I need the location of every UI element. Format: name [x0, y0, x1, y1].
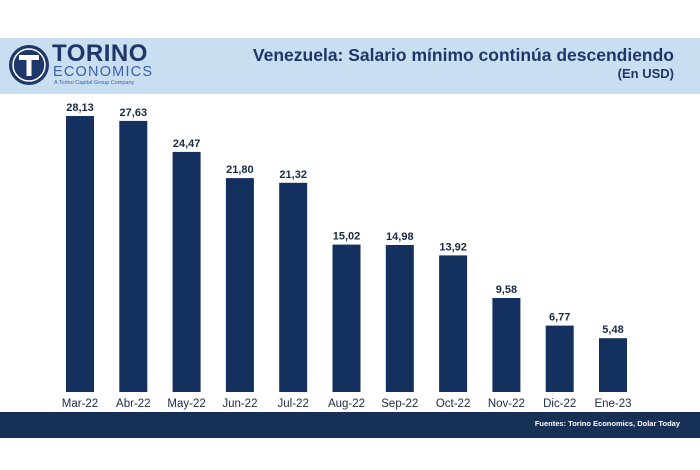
bar-oct-22 [439, 255, 468, 392]
bar-sep-22 [385, 245, 414, 392]
data-label-sep-22: 14,98 [386, 231, 414, 243]
bar-ene-23 [599, 338, 627, 392]
data-label-abr-22: 27,63 [120, 107, 148, 119]
x-tick-jul-22: Jul-22 [278, 398, 309, 410]
bar-jun-22 [225, 178, 254, 392]
data-label-nov-22: 9,58 [496, 284, 517, 296]
chart-title: Venezuela: Salario mínimo continúa desce… [252, 45, 674, 65]
data-label-ene-23: 5,48 [602, 324, 623, 336]
data-label-may-22: 24,47 [173, 138, 201, 150]
torino-logo-icon [9, 45, 49, 85]
source-note: Fuentes: Torino Economics, Dolar Today [534, 419, 680, 428]
bar-may-22 [172, 151, 201, 392]
x-tick-may-22: May-22 [167, 398, 205, 410]
bar-abr-22 [119, 120, 148, 393]
data-label-oct-22: 13,92 [439, 241, 467, 253]
bar-jul-22 [279, 182, 308, 392]
x-tick-aug-22: Aug-22 [328, 398, 365, 410]
logo-wordmark: TORINO [52, 40, 148, 67]
data-label-jun-22: 21,80 [226, 164, 254, 176]
x-tick-sep-22: Sep-22 [381, 398, 418, 410]
x-tick-abr-22: Abr-22 [116, 398, 151, 410]
bar-mar-22 [66, 116, 94, 392]
logo-subtitle: ECONOMICS [53, 64, 154, 80]
x-tick-jun-22: Jun-22 [222, 398, 257, 410]
data-label-dic-22: 6,77 [549, 312, 570, 324]
x-tick-dic-22: Dic-22 [543, 398, 576, 410]
bar-aug-22 [332, 244, 361, 392]
x-tick-ene-23: Ene-23 [594, 398, 631, 410]
x-tick-nov-22: Nov-22 [488, 398, 525, 410]
logo-tagline: A Torino Capital Group Company [54, 80, 135, 86]
bar-nov-22 [492, 298, 521, 392]
data-label-mar-22: 28,13 [66, 102, 94, 114]
torino-economics-logo: TORINO ECONOMICS A Torino Capital Group … [8, 40, 152, 92]
x-tick-oct-22: Oct-22 [436, 398, 471, 410]
x-tick-mar-22: Mar-22 [62, 398, 98, 410]
chart-subtitle: (En USD) [617, 66, 674, 81]
footer-band [0, 412, 700, 438]
data-label-aug-22: 15,02 [333, 231, 361, 243]
header-band [0, 38, 700, 94]
data-label-jul-22: 21,32 [279, 169, 307, 181]
bar-dic-22 [545, 325, 574, 392]
